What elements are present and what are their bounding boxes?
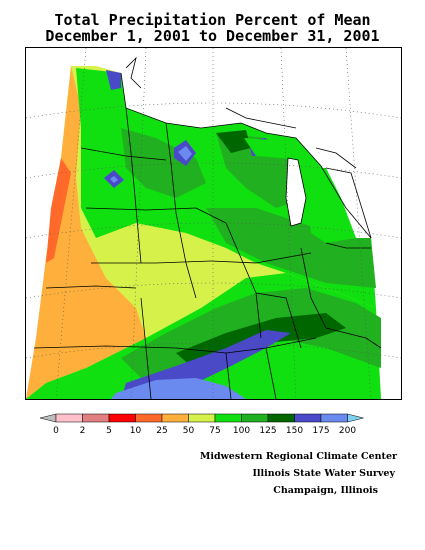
- legend-tick-label: 125: [259, 426, 276, 436]
- legend-swatch: [161, 413, 189, 423]
- legend-swatch: [294, 413, 322, 423]
- legend-tick-label: 5: [106, 426, 112, 436]
- mid-green-patch-3: [206, 208, 376, 288]
- credit-isws: Illinois State Water Survey: [252, 468, 395, 479]
- yellowgreen-zone: [81, 218, 246, 323]
- legend-swatch: [55, 413, 83, 423]
- map-svg: [26, 48, 401, 399]
- red-orange-zone-west: [46, 158, 71, 263]
- legend-svg: 0 2 5 10 25 50 75 100 125 150 175 200: [39, 413, 364, 436]
- credit-location: Champaign, Illinois: [273, 485, 378, 496]
- legend-swatch: [214, 413, 242, 423]
- orange-zone-west: [26, 66, 146, 399]
- light-blue-spot-dakota: [110, 176, 118, 183]
- michigan-lower-peninsula: [301, 168, 356, 243]
- legend-arrow-right: [347, 413, 364, 423]
- legend-swatch: [241, 413, 269, 423]
- precipitation-map: [25, 47, 402, 400]
- legend-swatch: [267, 413, 295, 423]
- lake-huron-erie: [326, 168, 371, 238]
- map-subtitle: December 1, 2001 to December 31, 2001: [45, 27, 380, 45]
- legend-tick-label: 100: [233, 426, 250, 436]
- legend-swatch: [135, 413, 163, 423]
- legend-tick-label: 25: [156, 426, 167, 436]
- legend-arrow-left: [39, 413, 57, 423]
- legend-swatch: [82, 413, 110, 423]
- legend-tick-label: 75: [209, 426, 220, 436]
- legend-tick-label: 200: [339, 426, 356, 436]
- legend-tick-label: 150: [286, 426, 303, 436]
- dark-green-spot-north: [216, 130, 251, 153]
- legend-swatch: [108, 413, 136, 423]
- map-title: Total Precipitation Percent of Mean: [54, 11, 371, 29]
- coastlines: [120, 56, 372, 239]
- legend-swatch: [320, 413, 348, 423]
- state-boundaries: [33, 107, 382, 399]
- light-blue-spot-minnesota: [178, 146, 192, 161]
- color-legend: 0 2 5 10 25 50 75 100 125 150 175 200: [38, 412, 388, 440]
- canada-white-area: [121, 48, 401, 238]
- legend-tick-label: 175: [312, 426, 329, 436]
- legend-swatch: [188, 413, 216, 423]
- light-blue-zone-south: [111, 378, 246, 399]
- blue-spot-north-border: [106, 70, 121, 90]
- legend-tick-label: 2: [80, 426, 86, 436]
- legend-tick-label: 50: [183, 426, 195, 436]
- legend-tick-label: 0: [53, 426, 59, 436]
- mid-green-patch-1: [121, 128, 206, 198]
- michigan-upper-peninsula: [244, 138, 301, 160]
- lat-lon-grid: [26, 48, 401, 399]
- credit-mrcc: Midwestern Regional Climate Center: [199, 451, 397, 462]
- legend-tick-label: 10: [130, 426, 142, 436]
